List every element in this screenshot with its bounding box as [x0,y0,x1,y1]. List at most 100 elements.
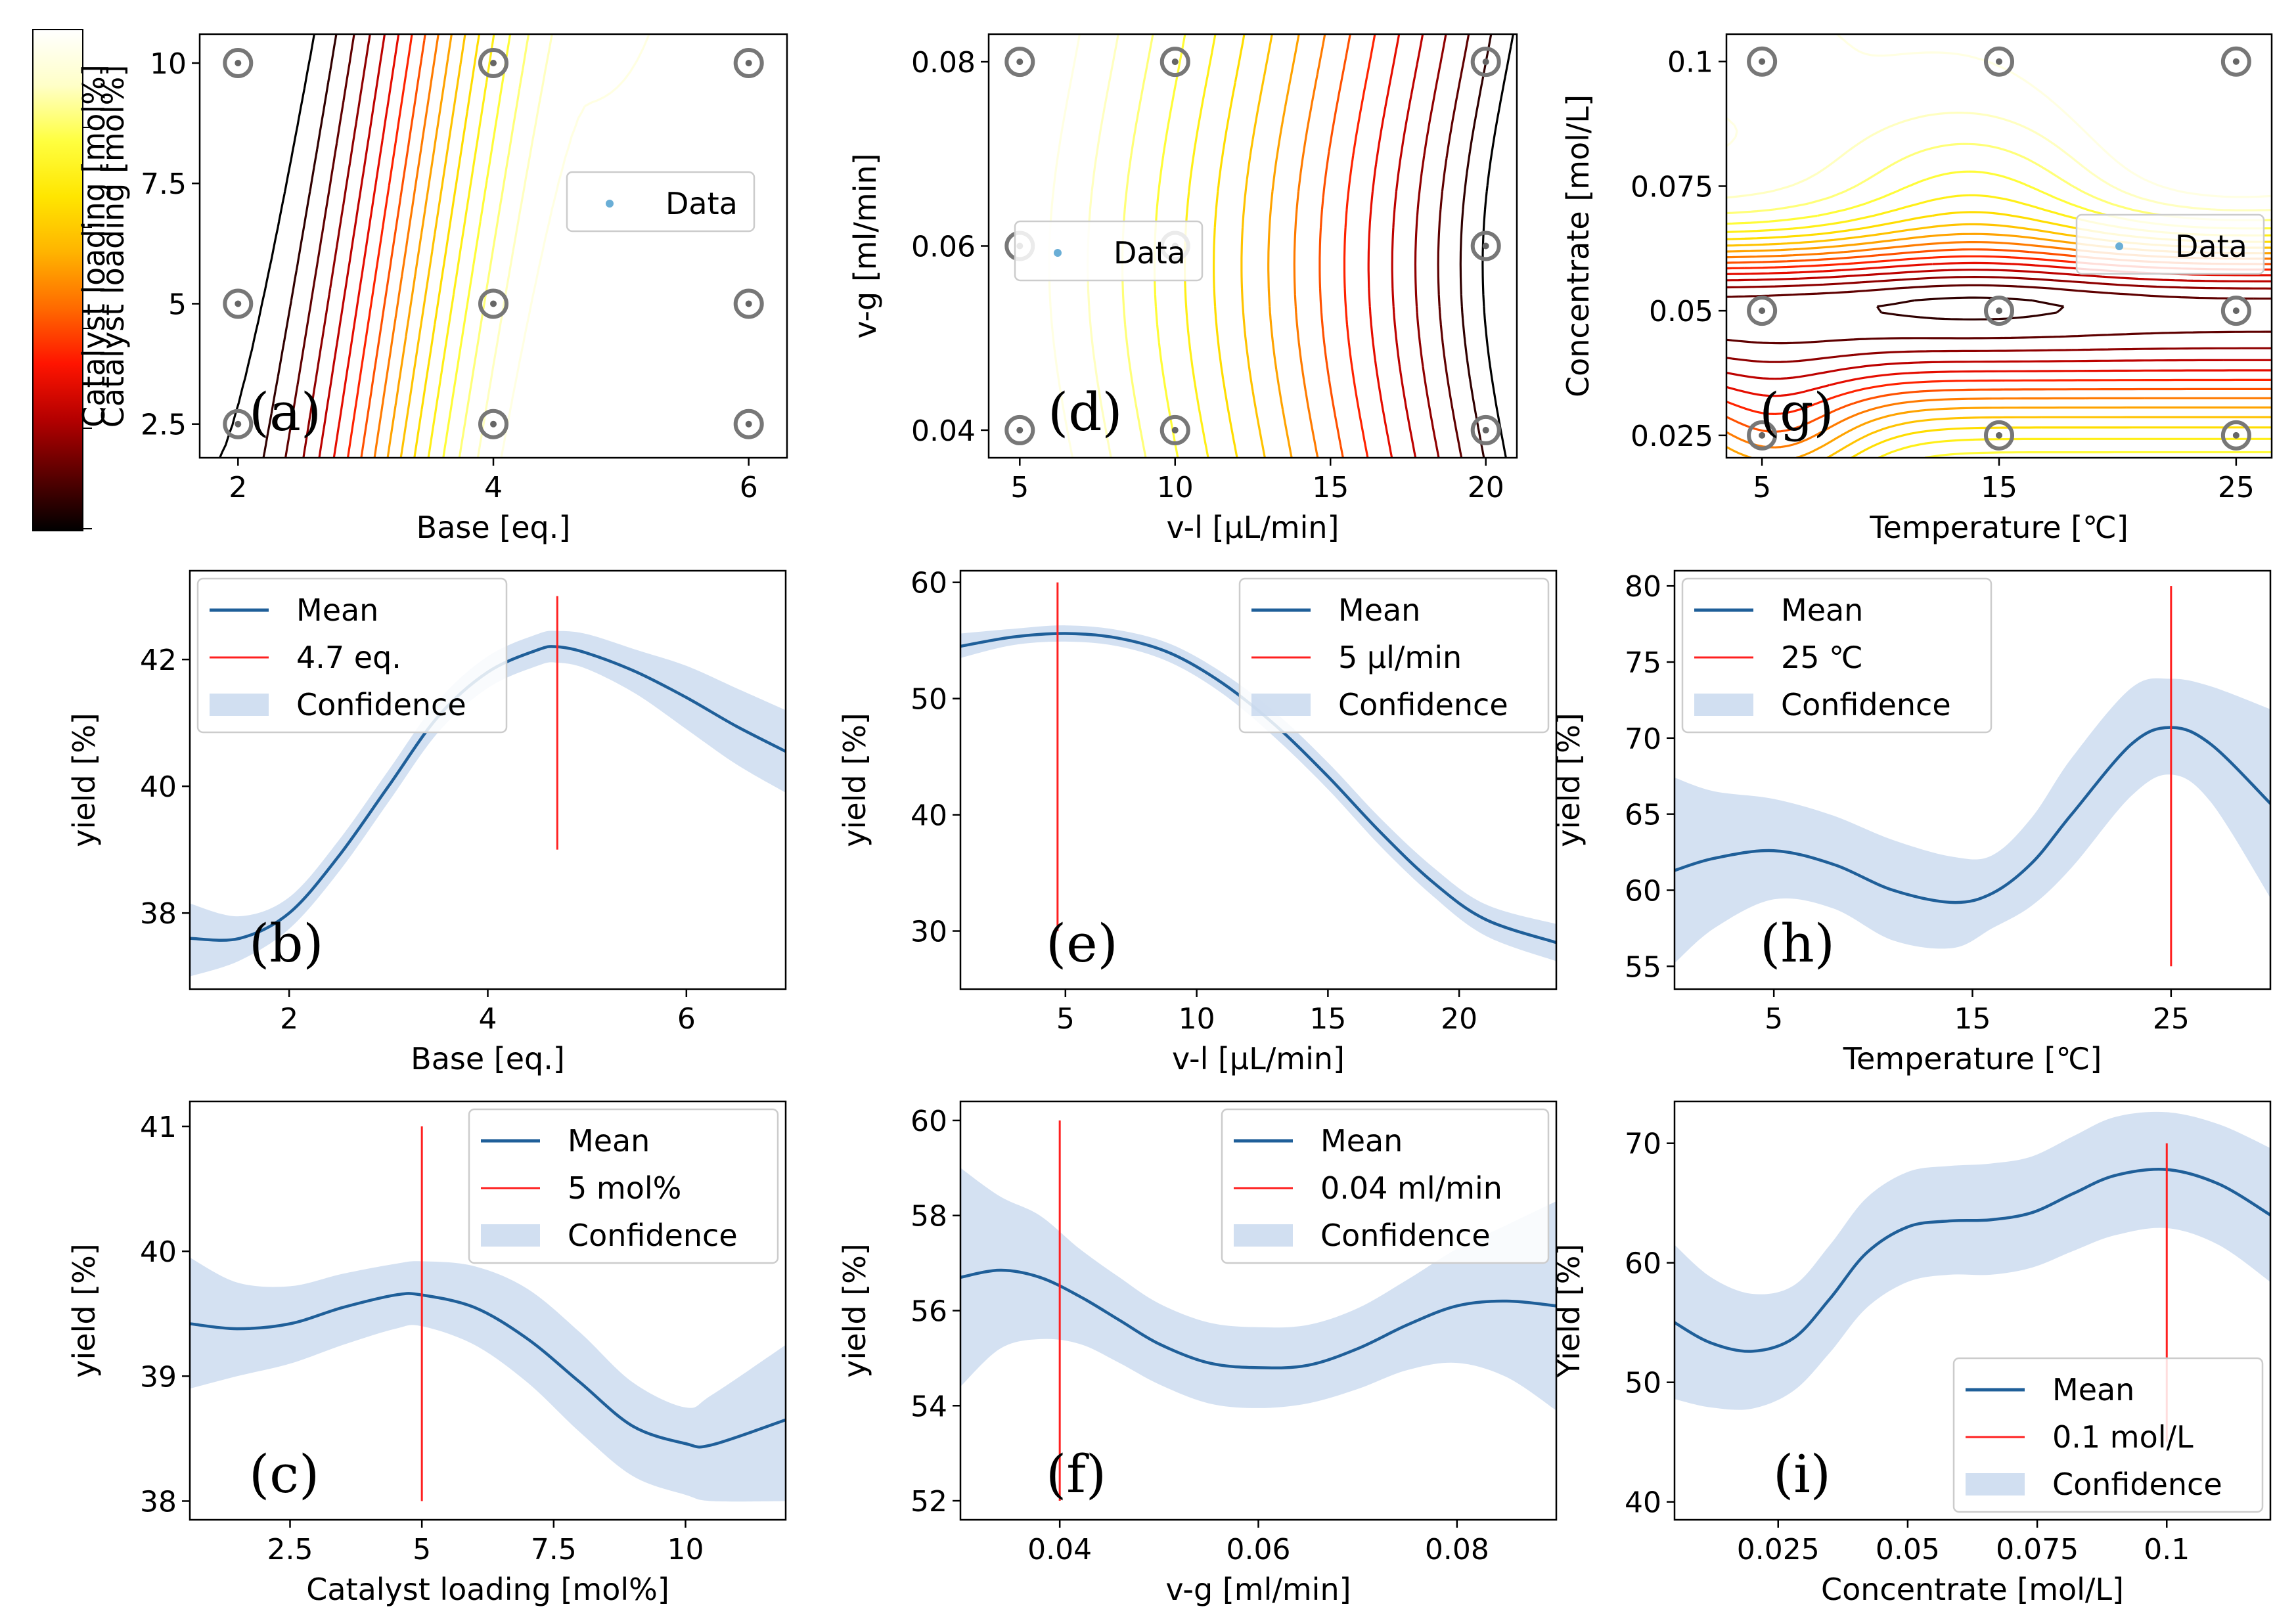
data-point [745,420,752,428]
data-point [745,59,752,66]
data-point-ring [223,47,254,78]
legend-confidence-swatch [1234,1224,1293,1247]
y-axis-label: Concentrate [mol/L] [1560,95,1596,397]
confidence-band [1675,678,2270,964]
y-tick-label: 60 [911,1105,947,1138]
data-point-ring [223,288,254,319]
x-tick-label: 2 [229,471,247,504]
legend-confidence-swatch [481,1224,540,1247]
panel-letter: (c) [249,1444,319,1505]
y-tick-label: 54 [911,1390,947,1423]
panel-letter: (h) [1760,913,1835,974]
data-point-ring [223,409,254,439]
contour-line [1726,112,2272,211]
plot-area-c [190,1126,786,1502]
x-tick-label: 25 [2153,1002,2190,1036]
y-tick-label: 40 [911,799,947,833]
legend-label: Confidence [1781,687,1951,722]
legend-label: Confidence [2052,1467,2222,1502]
y-tick-label: 38 [140,1485,177,1518]
data-point [235,420,242,428]
y-axis-label: yield [%] [66,1243,102,1378]
contour-line [1876,296,2065,321]
panel-letter: (d) [1048,382,1123,443]
y-tick-label: 60 [1625,1247,1661,1281]
y-tick-label: 80 [1625,570,1661,604]
legend-label: 5 μl/min [1338,640,1462,675]
y-tick-label: 60 [911,567,947,600]
panel-letter: (f) [1046,1444,1106,1505]
legend-frame [1681,577,1992,734]
y-tick-label: 75 [1625,646,1661,680]
plot-area-h [1675,586,2270,967]
y-tick-label: 60 [1625,874,1661,908]
legend-frame [468,1108,779,1264]
legend-label: 25 ℃ [1781,640,1863,675]
data-point-ring [478,288,508,319]
y-tick-label: 50 [911,683,947,717]
x-tick-label: 15 [1954,1002,1991,1036]
data-point [745,300,752,307]
legend-label: 4.7 eq. [296,640,401,675]
data-point-ring [2220,420,2251,451]
x-tick-label: 25 [2218,471,2255,504]
data-point [1171,58,1179,66]
data-point-ring [1984,296,2014,326]
y-tick-label: 0.025 [1631,420,1713,453]
legend-confidence-swatch [1694,694,1753,716]
mean-line [1675,1168,2270,1353]
panel-a: 2 4 6 2.5 5 7.5 10 Base [eq.] Catalyst loading [… [76,33,788,545]
legend-a: Data [566,171,755,233]
data-point [2232,432,2240,439]
x-tick-label: 5 [1753,471,1771,504]
x-tick-label: 20 [1468,471,1504,504]
legend-h: Mean 25 ℃ Confidence [1681,577,1992,734]
y-axis-label: yield [%] [837,1243,872,1378]
data-point-ring [1004,47,1035,78]
data-point [1482,426,1489,433]
contour-line [1240,34,1273,458]
contour-line [1213,34,1246,458]
contour-line [500,34,650,458]
legend-label: Confidence [296,687,466,722]
x-tick-label: 0.1 [2144,1533,2190,1566]
data-point-ring [1747,46,1778,77]
contour-line [1726,143,2272,221]
data-point-ring [733,409,764,439]
x-tick-label: 5 [1056,1002,1075,1036]
legend-d: Data [1014,220,1204,282]
panel-h: 5 15 25 55 60 65 70 75 80 Temperature [℃] yield [%… [1551,569,2272,1076]
x-axis-label: Catalyst loading [mol%] [306,1572,669,1607]
y-tick-label: 0.1 [1667,46,1713,79]
colorbar: Catalyst loading [mol%] [32,29,131,531]
x-tick-label: 7.5 [531,1533,577,1566]
legend-b: Mean 4.7 eq. Confidence [196,577,508,734]
x-tick-label: 5 [1765,1002,1783,1036]
contour-line [1293,34,1326,458]
confidence-band [960,625,1556,962]
data-point-ring [733,47,764,78]
panel-i: 0.025 0.05 0.075 0.1 40 50 60 70 Concentrate [mo… [1551,1100,2272,1607]
data-point-ring [1004,414,1035,445]
x-tick-label: 0.06 [1227,1533,1291,1566]
y-tick-label: 65 [1625,799,1661,832]
y-axis-label: yield [%] [66,713,102,847]
y-axis-label: v-g [ml/min] [847,153,883,338]
y-tick-label: 30 [911,916,947,949]
data-point [1996,432,2002,439]
legend-f: Mean 0.04 ml/min Confidence [1221,1108,1550,1264]
contour-line [1414,34,1447,458]
mean-line [960,1268,1556,1370]
confidence-band [190,1257,786,1502]
legend-data-dot [1054,249,1062,257]
contour-line [1726,34,2272,198]
data-point-ring [1159,414,1190,445]
x-axis-label: v-l [μL/min] [1172,1041,1345,1076]
legend-label: 5 mol% [568,1170,681,1206]
data-point [1759,307,1766,315]
contour-line [1367,34,1401,458]
y-axis-label: Yield [%] [1551,1244,1587,1379]
data-point [490,300,497,307]
legend-frame [1238,577,1550,734]
legend-label: Data [2175,229,2247,264]
